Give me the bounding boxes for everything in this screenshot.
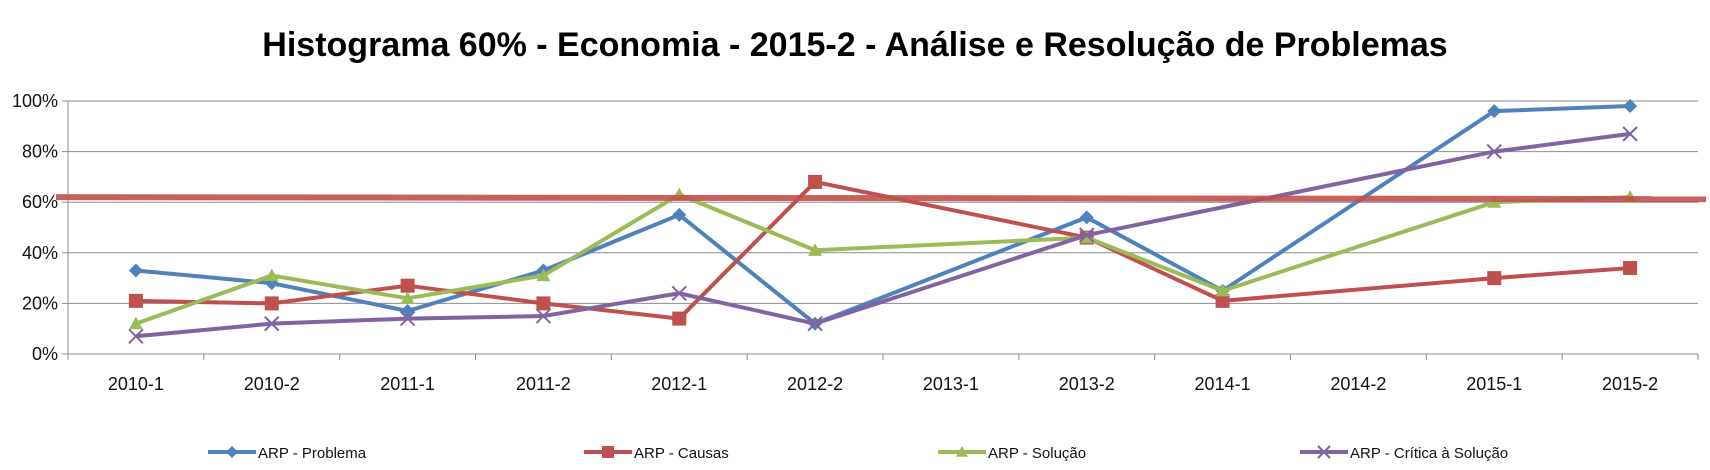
- x-tick-label: 2010-1: [108, 374, 164, 394]
- data-point-diamond: [226, 446, 238, 458]
- data-point-square: [808, 174, 823, 189]
- y-tick-label: 40%: [22, 243, 58, 263]
- data-point-square: [1623, 260, 1638, 275]
- legend-label: ARP - Solução: [988, 445, 1086, 462]
- data-point-square: [264, 296, 279, 311]
- x-tick-label: 2015-1: [1466, 374, 1522, 394]
- data-point-x: [399, 310, 416, 327]
- data-point-diamond: [672, 207, 687, 222]
- data-point-triangle: [264, 268, 279, 282]
- series-line: [135, 192, 1631, 326]
- series-2: [128, 187, 1638, 330]
- series-0: [128, 99, 1638, 331]
- series-3: [128, 126, 1638, 344]
- data-point-triangle: [536, 268, 551, 282]
- legend-item: ARP - Crítica à Solução: [1300, 445, 1508, 462]
- data-point-x: [1079, 227, 1095, 243]
- data-point-x: [264, 315, 280, 332]
- chart-title: Histograma 60% - Economia - 2015-2 - Aná…: [262, 26, 1447, 64]
- data-point-square: [400, 278, 415, 293]
- x-tick-label: 2011-2: [516, 374, 571, 394]
- series-1: [128, 174, 1638, 326]
- data-point-triangle: [1215, 283, 1230, 297]
- series-group: [128, 99, 1638, 344]
- data-point-triangle: [808, 243, 823, 256]
- data-point-x: [1317, 445, 1331, 459]
- data-point-square: [1215, 293, 1230, 308]
- series-line: [135, 179, 1631, 321]
- threshold-line: [55, 194, 1707, 203]
- y-tick-label: 80%: [22, 142, 58, 162]
- legend-item: ARP - Causas: [584, 445, 729, 462]
- data-point-triangle: [400, 291, 415, 304]
- data-point-x: [671, 285, 687, 301]
- y-tick-label: 0%: [32, 344, 58, 364]
- data-point-square: [536, 296, 551, 311]
- data-point-x: [128, 328, 144, 344]
- x-tick-label: 2014-1: [1195, 374, 1251, 394]
- legend-label: ARP - Problema: [258, 445, 367, 462]
- data-point-x: [1486, 143, 1502, 160]
- y-tick-label: 60%: [22, 192, 58, 212]
- legend-item: ARP - Solução: [938, 445, 1086, 462]
- x-tick-label: 2014-2: [1330, 374, 1386, 394]
- data-point-triangle: [956, 446, 968, 457]
- data-point-diamond: [128, 263, 143, 278]
- x-tick-label: 2011-1: [380, 374, 435, 394]
- x-tick-label: 2010-2: [244, 374, 300, 394]
- data-point-diamond: [1079, 210, 1094, 225]
- data-point-triangle: [128, 316, 143, 330]
- data-point-x: [807, 315, 823, 332]
- data-point-x: [1622, 126, 1638, 142]
- x-tick-label: 2013-1: [923, 374, 979, 394]
- data-point-square: [602, 446, 614, 458]
- y-axis: 0% 20% 40% 60% 80% 100%: [12, 91, 69, 364]
- legend-label: ARP - Causas: [634, 445, 729, 462]
- data-point-square: [128, 293, 143, 308]
- x-axis: 2010-1 2010-2 2011-1 2011-2 2012-1 2012-2 2013…: [67, 353, 1699, 394]
- threshold-group: [55, 194, 1707, 203]
- y-tick-label: 100%: [12, 91, 58, 111]
- x-tick-label: 2012-2: [787, 374, 843, 394]
- x-tick-label: 2015-2: [1602, 374, 1658, 394]
- legend: ARP - Problema ARP - Causas ARP - Solução A…: [208, 445, 1508, 462]
- data-point-diamond: [1487, 104, 1502, 119]
- series-line: [135, 131, 1631, 339]
- x-tick-label: 2012-1: [651, 374, 707, 394]
- data-point-diamond: [1623, 99, 1638, 114]
- data-point-diamond: [400, 303, 415, 318]
- legend-label: ARP - Crítica à Solução: [1350, 445, 1508, 462]
- data-point-square: [1487, 271, 1502, 286]
- x-tick-label: 2013-2: [1059, 374, 1115, 394]
- data-point-x: [535, 308, 552, 324]
- y-tick-label: 20%: [22, 293, 58, 313]
- data-point-square: [672, 311, 687, 326]
- legend-item: ARP - Problema: [208, 445, 367, 462]
